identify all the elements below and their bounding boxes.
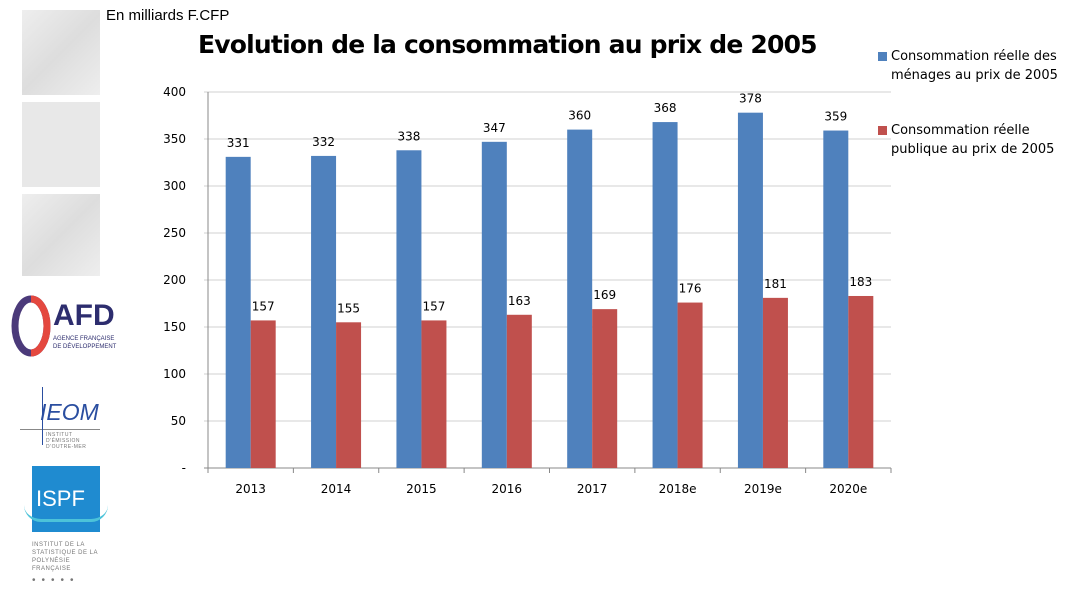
bar-publique bbox=[336, 322, 362, 468]
bar-menages bbox=[311, 155, 337, 469]
y-tick-label: 100 bbox=[163, 367, 186, 381]
legend-label: Consommation réelle publique au prix de … bbox=[891, 123, 1055, 157]
bar-menages bbox=[396, 150, 422, 468]
data-label: 176 bbox=[679, 282, 702, 296]
bar-publique bbox=[677, 302, 703, 468]
legend-swatch-blue bbox=[878, 52, 887, 61]
x-tick-label: 2014 bbox=[321, 482, 352, 496]
afd-logo: AFD AGENCE FRANÇAISE DE DÉVELOPPEMENT bbox=[8, 293, 128, 363]
data-label: 347 bbox=[483, 121, 506, 135]
bar-publique bbox=[762, 297, 788, 468]
x-tick-label: 2020e bbox=[829, 482, 867, 496]
data-label: 378 bbox=[739, 92, 762, 106]
ieom-logo-text: IEOM bbox=[40, 399, 99, 425]
bar-publique bbox=[421, 320, 447, 468]
y-tick-label: 150 bbox=[163, 320, 186, 334]
y-tick-label: 200 bbox=[163, 273, 186, 287]
y-tick-label: 50 bbox=[171, 414, 186, 428]
bar-menages bbox=[567, 129, 593, 468]
bar-publique bbox=[250, 320, 276, 468]
bar-menages bbox=[225, 156, 251, 469]
bar-menages bbox=[481, 141, 507, 468]
x-tick-label: 2016 bbox=[492, 482, 523, 496]
ieom-logo-subtext: INSTITUT D'ÉMISSION D'OUTRE-MER bbox=[46, 432, 87, 450]
data-label: 181 bbox=[764, 277, 787, 291]
decorative-pattern bbox=[22, 194, 100, 276]
afd-logo-text: AFD bbox=[53, 299, 115, 332]
legend-swatch-red bbox=[878, 126, 887, 135]
x-tick-label: 2019e bbox=[744, 482, 782, 496]
ispf-logo-subtext: INSTITUT DE LA STATISTIQUE DE LA POLYNÉS… bbox=[32, 542, 98, 572]
decorative-pattern bbox=[22, 102, 100, 187]
unit-label: En milliards F.CFP bbox=[106, 7, 230, 24]
y-tick-label: 350 bbox=[163, 132, 186, 146]
y-tick-label: 400 bbox=[163, 85, 186, 99]
data-label: 368 bbox=[654, 101, 677, 115]
data-label: 360 bbox=[568, 109, 591, 123]
decorative-pattern bbox=[22, 10, 100, 95]
bar-menages bbox=[652, 122, 678, 468]
y-tick-label: - bbox=[182, 461, 186, 475]
x-tick-label: 2017 bbox=[577, 482, 608, 496]
data-label: 157 bbox=[422, 299, 445, 313]
data-label: 359 bbox=[824, 110, 847, 124]
afd-logo-subtext: AGENCE FRANÇAISE DE DÉVELOPPEMENT bbox=[53, 336, 117, 350]
y-tick-label: 300 bbox=[163, 179, 186, 193]
chart-title: Evolution de la consommation au prix de … bbox=[198, 30, 818, 59]
bar-publique bbox=[592, 309, 618, 468]
y-tick-label: 250 bbox=[163, 226, 186, 240]
bar-menages bbox=[737, 112, 763, 469]
bar-publique bbox=[848, 295, 874, 468]
data-label: 157 bbox=[252, 299, 275, 313]
legend-label: Consommation réelle des ménages au prix … bbox=[891, 49, 1058, 83]
x-tick-label: 2018e bbox=[659, 482, 697, 496]
data-label: 169 bbox=[593, 288, 616, 302]
data-label: 331 bbox=[227, 136, 250, 150]
data-label: 332 bbox=[312, 135, 335, 149]
data-label: 183 bbox=[849, 275, 872, 289]
ispf-dots: ••••• bbox=[32, 575, 80, 586]
x-tick-label: 2015 bbox=[406, 482, 437, 496]
data-label: 163 bbox=[508, 294, 531, 308]
bar-publique bbox=[506, 314, 532, 468]
x-tick-label: 2013 bbox=[235, 482, 266, 496]
data-label: 338 bbox=[397, 129, 420, 143]
bar-menages bbox=[823, 130, 849, 469]
ieom-logo: IEOM INSTITUT D'ÉMISSION D'OUTRE-MER bbox=[20, 385, 105, 450]
data-label: 155 bbox=[337, 301, 360, 315]
